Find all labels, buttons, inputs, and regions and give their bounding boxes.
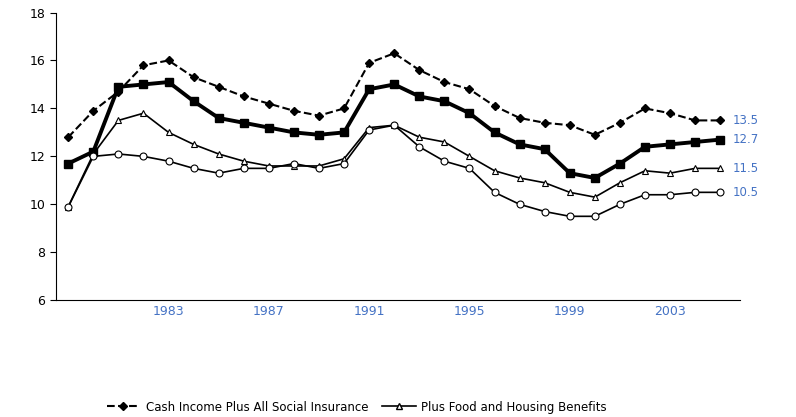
Text: 12.7: 12.7	[733, 133, 759, 146]
Text: 10.5: 10.5	[733, 186, 759, 199]
Text: 13.5: 13.5	[733, 114, 759, 127]
Legend: Cash Income Plus All Social Insurance, Plus Means-Tested Cash Assistance, Plus F: Cash Income Plus All Social Insurance, P…	[107, 401, 607, 417]
Text: 11.5: 11.5	[733, 162, 759, 175]
